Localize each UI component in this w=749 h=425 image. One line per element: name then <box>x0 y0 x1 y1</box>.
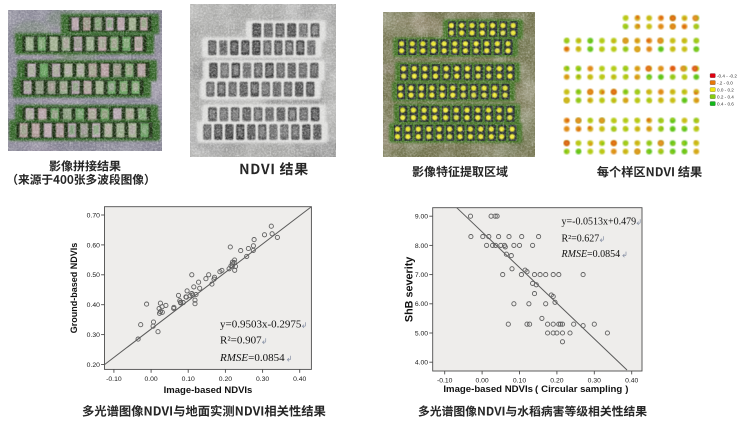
svg-text:6.00: 6.00 <box>415 301 428 308</box>
svg-text:0.0 - 0.2: 0.0 - 0.2 <box>717 87 734 92</box>
svg-text:0.20: 0.20 <box>219 376 232 383</box>
svg-text:-0.10: -0.10 <box>106 376 122 383</box>
svg-text:0.20: 0.20 <box>87 362 100 369</box>
svg-text:-.2 - 0.0: -.2 - 0.0 <box>717 80 733 85</box>
svg-text:Ground-based NDVIs: Ground-based NDVIs <box>69 243 79 334</box>
svg-text:8.00: 8.00 <box>415 243 428 250</box>
svg-text:ShB severity: ShB severity <box>404 257 416 322</box>
svg-text:0.20: 0.20 <box>550 378 563 385</box>
svg-text:-0.10: -0.10 <box>437 378 453 385</box>
svg-text:0.30: 0.30 <box>588 378 601 385</box>
svg-text:y=-0.0513x+0.479: y=-0.0513x+0.479 <box>562 216 637 227</box>
svg-text:Image-based NDVIs(Circular sam: Image-based NDVIs(Circular sampling) <box>443 384 628 395</box>
svg-text:0.10: 0.10 <box>182 376 195 383</box>
svg-text:0.40: 0.40 <box>293 376 306 383</box>
svg-text:5.00: 5.00 <box>415 330 428 337</box>
svg-text:0.00: 0.00 <box>475 378 488 385</box>
svg-text:0.10: 0.10 <box>513 378 526 385</box>
svg-text:7.00: 7.00 <box>415 272 428 279</box>
svg-text:0.50: 0.50 <box>87 272 100 279</box>
svg-text:0.4 - 0.6: 0.4 - 0.6 <box>717 101 734 106</box>
svg-text:Image-based NDVIs: Image-based NDVIs <box>164 385 253 396</box>
svg-text:9.00: 9.00 <box>415 214 428 221</box>
svg-text:0.40: 0.40 <box>87 302 100 309</box>
svg-text:4.00: 4.00 <box>415 360 428 367</box>
svg-text:RMSE=0.0854: RMSE=0.0854 <box>219 352 285 364</box>
svg-text:0.30: 0.30 <box>87 332 100 339</box>
svg-text:0.30: 0.30 <box>256 376 269 383</box>
svg-text:y=0.9503x-0.2975: y=0.9503x-0.2975 <box>220 318 302 330</box>
svg-text:-0.4 - -0.2: -0.4 - -0.2 <box>717 73 737 78</box>
svg-text:RMSE=0.0854: RMSE=0.0854 <box>561 249 621 260</box>
svg-text:0.70: 0.70 <box>87 212 100 219</box>
svg-text:0.00: 0.00 <box>144 376 157 383</box>
svg-text:0.40: 0.40 <box>625 378 638 385</box>
svg-text:R²=0.907: R²=0.907 <box>220 334 262 346</box>
svg-text:0.2 - 0.4: 0.2 - 0.4 <box>717 94 734 99</box>
svg-text:0.60: 0.60 <box>87 242 100 249</box>
svg-text:R²=0.627: R²=0.627 <box>562 234 600 245</box>
